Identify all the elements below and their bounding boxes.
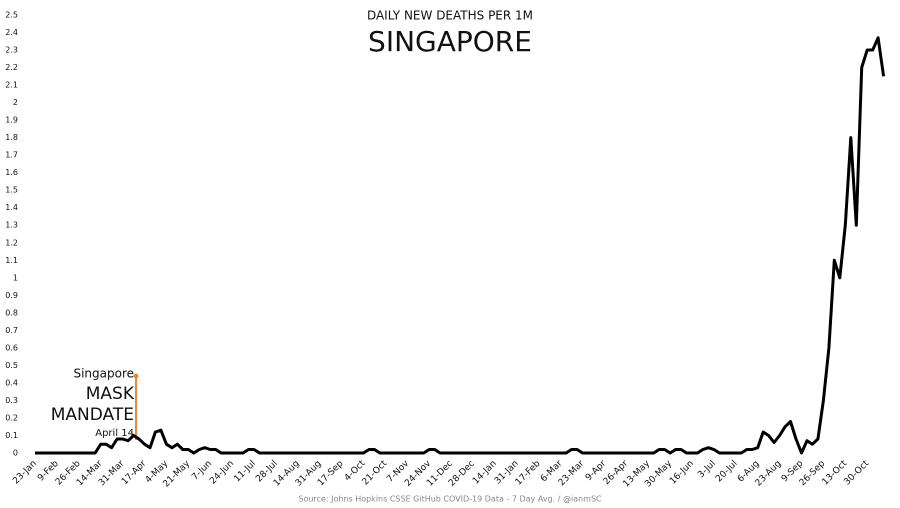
y-tick-label: 0 (13, 449, 18, 458)
y-tick-label: 0.7 (5, 326, 18, 335)
y-tick-label: 1.3 (5, 221, 18, 230)
annotation: Singapore (73, 367, 134, 381)
y-tick-label: 0.1 (5, 431, 18, 440)
chart-subtitle: SINGAPORE (368, 25, 532, 58)
y-tick-label: 0.6 (5, 343, 18, 352)
y-tick-label: 1.4 (5, 203, 18, 212)
y-tick-label: 1.6 (5, 168, 18, 177)
y-tick-label: 1 (13, 273, 18, 282)
y-tick-label: 1.7 (5, 151, 18, 160)
y-tick-label: 1.5 (5, 186, 18, 195)
annotation: April 14 (95, 428, 134, 439)
y-tick-label: 2.4 (5, 28, 18, 37)
y-tick-label: 1.9 (5, 116, 18, 125)
chart-title: DAILY NEW DEATHS PER 1M (367, 9, 533, 23)
y-tick-label: 1.1 (5, 256, 18, 265)
y-tick-label: 2.3 (5, 46, 18, 55)
y-tick-label: 2.1 (5, 81, 18, 90)
y-tick-label: 0.4 (5, 378, 18, 387)
y-tick-label: 0.5 (5, 361, 18, 370)
y-tick-label: 2.5 (5, 11, 18, 20)
y-tick-label: 2.2 (5, 63, 18, 72)
y-tick-label: 0.2 (5, 413, 18, 422)
y-tick-label: 0.9 (5, 291, 18, 300)
mandate-dot (133, 373, 139, 379)
annotation: MANDATE (51, 405, 134, 425)
data-line (35, 36, 886, 455)
y-tick-label: 0.3 (5, 396, 18, 405)
y-tick-label: 1.2 (5, 238, 18, 247)
y-tick-label: 1.8 (5, 133, 18, 142)
source-note: Source: Johns Hopkins CSSE GitHub COVID-… (298, 495, 602, 504)
y-tick-label: 0.8 (5, 308, 18, 317)
y-tick-label: 2 (13, 98, 18, 107)
annotation: MASK (86, 384, 135, 404)
